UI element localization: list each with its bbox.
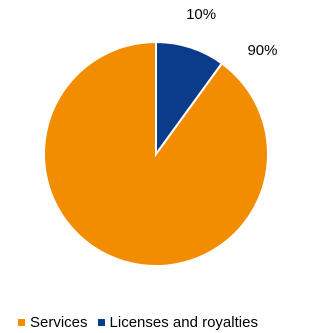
legend-label-licenses-and-royalties: Licenses and royalties [109, 313, 258, 331]
data-label-services: 90% [247, 42, 277, 59]
data-label-licenses-and-royalties: 10% [186, 6, 216, 23]
legend-item-licenses-and-royalties: Licenses and royalties [97, 313, 258, 331]
legend-item-services: Services [18, 314, 88, 331]
pie-slices [43, 40, 269, 267]
pie-data-labels: 90% 10% [186, 6, 277, 59]
legend-swatch-licenses-and-royalties [97, 318, 105, 326]
legend-swatch-services [18, 318, 25, 326]
pie-slice-licenses-and-royalties [155, 40, 224, 158]
chart-legend: Services Licenses and royalties [18, 313, 268, 331]
legend-label-services: Services [30, 313, 88, 331]
